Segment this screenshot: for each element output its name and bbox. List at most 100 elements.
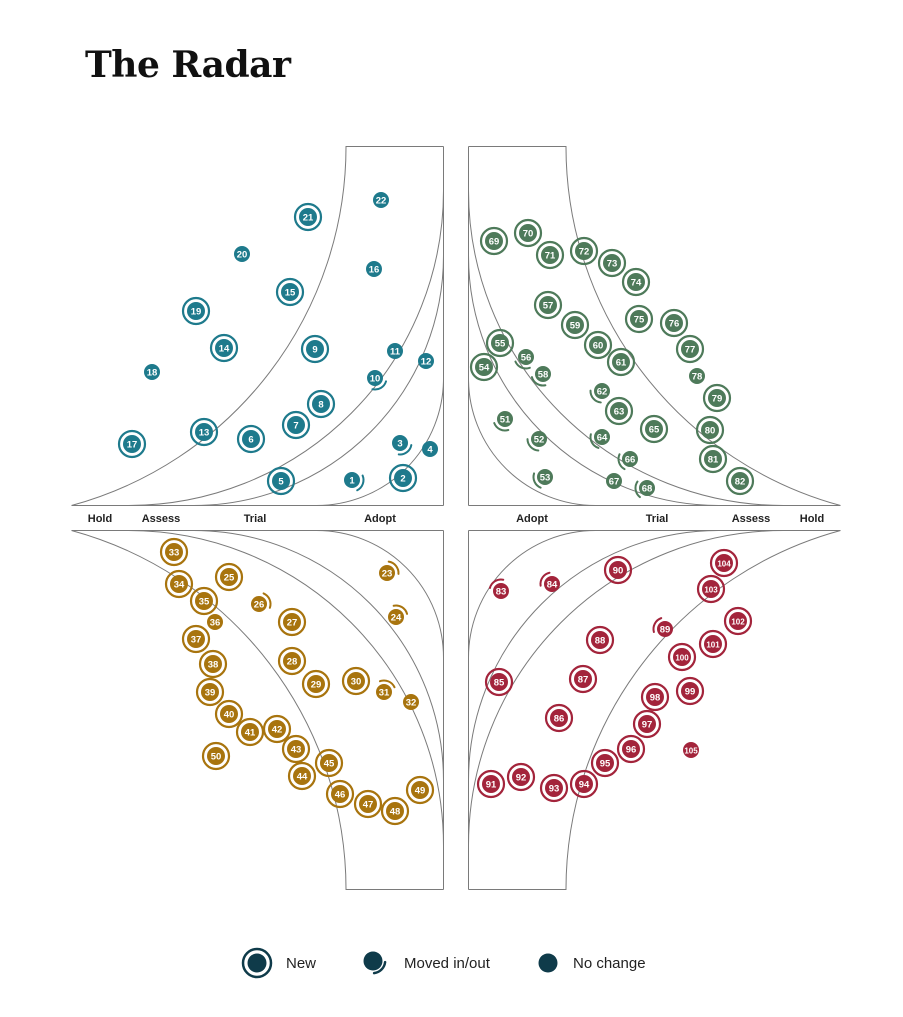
blip-66[interactable]: 66 [617, 451, 638, 471]
blip-42[interactable]: 42 [262, 714, 292, 744]
blip-35[interactable]: 35 [189, 586, 219, 616]
blip-89[interactable]: 89 [652, 617, 674, 637]
blip-48[interactable]: 48 [380, 796, 410, 826]
blip-77[interactable]: 77 [675, 334, 705, 364]
blip-96[interactable]: 96 [616, 734, 646, 764]
blip-57[interactable]: 57 [533, 290, 563, 320]
blip-61[interactable]: 61 [606, 347, 636, 377]
blip-19[interactable]: 19 [181, 296, 211, 326]
blip-105[interactable]: 105 [683, 742, 699, 758]
blip-11[interactable]: 11 [387, 343, 403, 359]
blip-47[interactable]: 47 [353, 789, 383, 819]
blip-17[interactable]: 17 [117, 429, 147, 459]
blip-23[interactable]: 23 [379, 560, 400, 581]
blip-70[interactable]: 70 [513, 218, 543, 248]
blip-18[interactable]: 18 [144, 364, 160, 380]
blip-20[interactable]: 20 [234, 246, 250, 262]
blip-101[interactable]: 101 [698, 629, 728, 659]
blip-64[interactable]: 64 [589, 429, 610, 449]
blip-76[interactable]: 76 [659, 308, 689, 338]
blip-7[interactable]: 7 [281, 410, 311, 440]
blip-79[interactable]: 79 [702, 383, 732, 413]
blip-27[interactable]: 27 [277, 607, 307, 637]
blip-4[interactable]: 4 [422, 441, 438, 457]
blip-41[interactable]: 41 [235, 717, 265, 747]
blip-32[interactable]: 32 [403, 694, 419, 710]
blip-14[interactable]: 14 [209, 333, 239, 363]
blip-63[interactable]: 63 [604, 396, 634, 426]
blip-59[interactable]: 59 [560, 310, 590, 340]
blip-22[interactable]: 22 [373, 192, 389, 208]
blip-10[interactable]: 10 [367, 370, 387, 391]
blip-78[interactable]: 78 [689, 368, 705, 384]
blip-2[interactable]: 2 [388, 463, 418, 493]
blip-31[interactable]: 31 [376, 679, 396, 701]
blip-13[interactable]: 13 [189, 417, 219, 447]
blip-25[interactable]: 25 [214, 562, 244, 592]
blip-90[interactable]: 90 [603, 555, 633, 585]
blip-6[interactable]: 6 [236, 424, 266, 454]
blip-85[interactable]: 85 [484, 667, 514, 697]
blip-75[interactable]: 75 [624, 304, 654, 334]
blip-58[interactable]: 58 [530, 366, 551, 387]
blip-53[interactable]: 53 [532, 469, 554, 489]
blip-82[interactable]: 82 [725, 466, 755, 496]
blip-67[interactable]: 67 [606, 473, 622, 489]
blip-37[interactable]: 37 [181, 624, 211, 654]
blip-95[interactable]: 95 [590, 748, 620, 778]
blip-38[interactable]: 38 [198, 649, 228, 679]
blip-86[interactable]: 86 [544, 703, 574, 733]
blip-100[interactable]: 100 [667, 642, 697, 672]
blip-3[interactable]: 3 [392, 435, 413, 456]
blip-9[interactable]: 9 [300, 334, 330, 364]
blip-72[interactable]: 72 [569, 236, 599, 266]
blip-56[interactable]: 56 [514, 349, 534, 370]
blip-87[interactable]: 87 [568, 664, 598, 694]
blip-54[interactable]: 54 [469, 352, 499, 382]
blip-83[interactable]: 83 [488, 578, 509, 599]
blip-102[interactable]: 102 [723, 606, 753, 636]
blip-74[interactable]: 74 [621, 267, 651, 297]
blip-69[interactable]: 69 [479, 226, 509, 256]
blip-97[interactable]: 97 [632, 709, 662, 739]
blip-104[interactable]: 104 [709, 548, 739, 578]
blip-49[interactable]: 49 [405, 775, 435, 805]
blip-1[interactable]: 1 [344, 472, 365, 492]
blip-81[interactable]: 81 [698, 444, 728, 474]
blip-84[interactable]: 84 [539, 571, 560, 592]
blip-55[interactable]: 55 [485, 328, 515, 358]
blip-60[interactable]: 60 [583, 330, 613, 360]
blip-91[interactable]: 91 [476, 769, 506, 799]
blip-71[interactable]: 71 [535, 240, 565, 270]
blip-29[interactable]: 29 [301, 669, 331, 699]
blip-103[interactable]: 103 [696, 574, 726, 604]
blip-99[interactable]: 99 [675, 676, 705, 706]
blip-93[interactable]: 93 [539, 773, 569, 803]
blip-46[interactable]: 46 [325, 779, 355, 809]
blip-16[interactable]: 16 [366, 261, 382, 277]
blip-62[interactable]: 62 [589, 383, 610, 404]
blip-5[interactable]: 5 [266, 466, 296, 496]
blip-94[interactable]: 94 [569, 769, 599, 799]
blip-51[interactable]: 51 [493, 411, 513, 432]
blip-50[interactable]: 50 [201, 741, 231, 771]
blip-92[interactable]: 92 [506, 762, 536, 792]
blip-26[interactable]: 26 [251, 592, 272, 612]
blip-15[interactable]: 15 [275, 277, 305, 307]
blip-44[interactable]: 44 [287, 761, 317, 791]
blip-45[interactable]: 45 [314, 748, 344, 778]
blip-39[interactable]: 39 [195, 677, 225, 707]
blip-28[interactable]: 28 [277, 646, 307, 676]
blip-8[interactable]: 8 [306, 389, 336, 419]
blip-73[interactable]: 73 [597, 248, 627, 278]
blip-12[interactable]: 12 [418, 353, 434, 369]
blip-40[interactable]: 40 [214, 699, 244, 729]
blip-36[interactable]: 36 [207, 614, 223, 630]
blip-80[interactable]: 80 [695, 415, 725, 445]
blip-24[interactable]: 24 [388, 604, 409, 625]
blip-43[interactable]: 43 [281, 734, 311, 764]
blip-88[interactable]: 88 [585, 625, 615, 655]
blip-98[interactable]: 98 [640, 682, 670, 712]
blip-68[interactable]: 68 [634, 480, 655, 499]
blip-65[interactable]: 65 [639, 414, 669, 444]
